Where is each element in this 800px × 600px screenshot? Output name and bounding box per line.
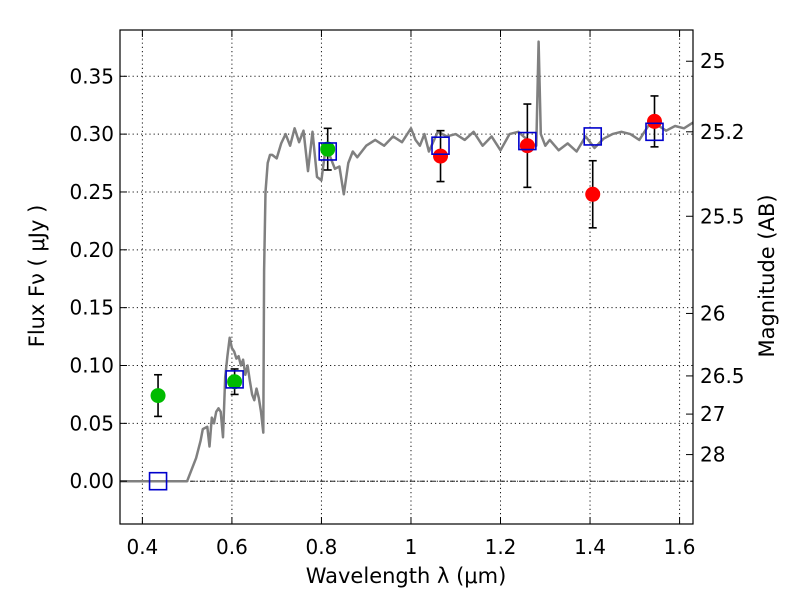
model-point [583,127,603,146]
x-tick-label: 1.6 [664,535,696,559]
spectrum-layer [120,40,694,483]
y-tick-label: 0.05 [69,411,114,435]
data-point [519,138,535,154]
y-tick-label: 0.00 [69,469,114,493]
grid-layer [120,30,693,524]
y-tick-label: 0.25 [69,180,114,204]
marker-layer [148,95,664,491]
x-axis-label: Wavelength λ (μm) [306,564,507,588]
y-axis-label: Flux Fν ( μJy ) [25,205,49,348]
data-point [320,141,336,157]
x-tick-label: 1.2 [485,535,517,559]
plot-frame [119,29,694,525]
model-point [431,136,450,155]
data-point [150,388,166,404]
model-point [318,142,338,161]
y-tick-label: 0.35 [69,64,114,88]
data-point [433,148,449,164]
data-point [647,113,663,129]
right-tick-label: 26.5 [700,364,745,388]
x-tick-label: 0.6 [216,535,248,559]
model-point [645,122,664,142]
right-tick-label: 26 [700,301,725,325]
right-tick-label: 25.2 [700,120,745,144]
y-tick-label: 0.20 [69,238,114,262]
right-tick-label: 25 [700,49,725,73]
right-tick-label: 27 [700,402,725,426]
spectrum-line [120,40,694,483]
right-axis-label: Magnitude (AB) [755,194,779,357]
x-tick-label: 0.8 [306,535,338,559]
model-point [148,471,168,491]
tick-layer: 0.4 0.6 0.8 1 1.2 1.4 1.6 0.00 0.05 0.10 0.15 0.20 0… [69,30,745,559]
model-point [225,370,244,389]
x-tick-label: 1 [405,535,418,559]
x-tick-label: 1.4 [574,535,606,559]
y-tick-label: 0.15 [69,296,114,320]
data-point [227,374,243,390]
data-point [585,186,601,202]
right-tick-label: 25.5 [700,204,745,228]
x-tick-label: 0.4 [126,535,158,559]
y-tick-label: 0.30 [69,122,114,146]
right-tick-label: 28 [700,443,725,467]
y-tick-label: 0.10 [69,354,114,378]
model-point [518,131,537,151]
